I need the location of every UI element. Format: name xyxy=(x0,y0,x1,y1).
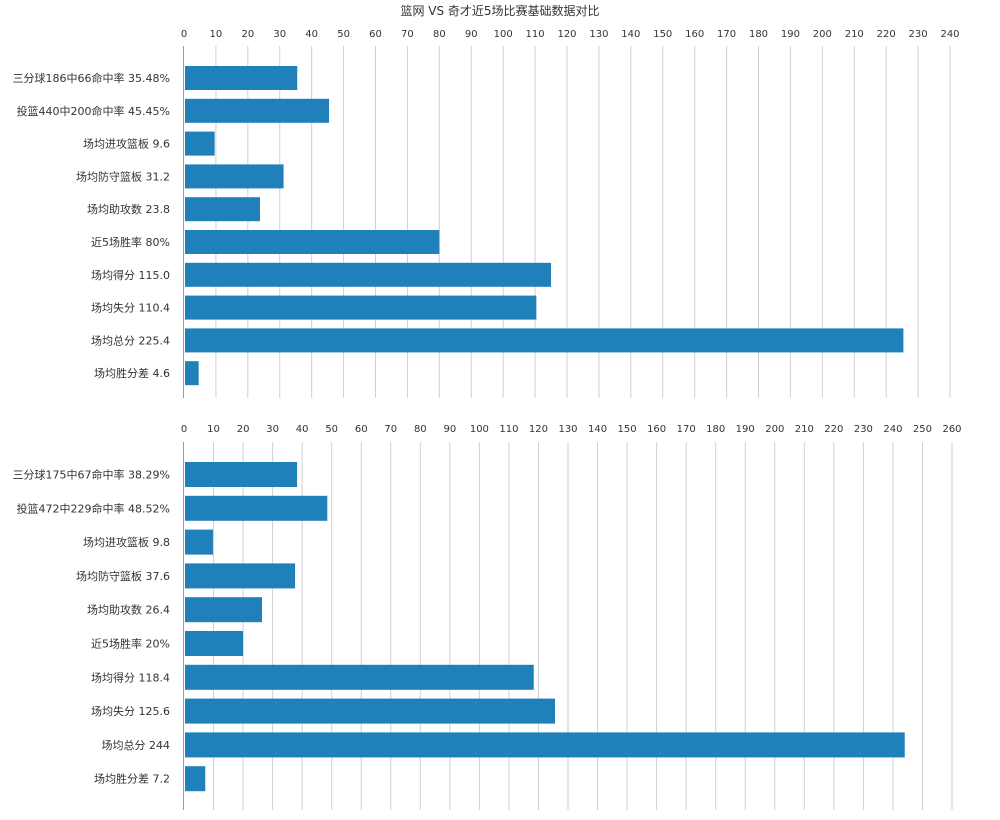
category-label: 场均防守篮板 31.2 xyxy=(76,169,170,183)
x-tick-label: 0 xyxy=(181,29,187,40)
category-label: 近5场胜率 80% xyxy=(91,235,170,249)
category-label: 场均总分 225.4 xyxy=(91,333,170,347)
x-tick-label: 190 xyxy=(736,424,755,435)
x-tick-label: 170 xyxy=(717,29,736,40)
bar[interactable] xyxy=(185,631,244,656)
category-label: 场均失分 110.4 xyxy=(91,301,170,315)
chart-title: 篮网 VS 奇才近5场比赛基础数据对比 xyxy=(400,4,600,18)
x-tick-label: 60 xyxy=(369,29,382,40)
bar[interactable] xyxy=(185,563,296,589)
x-tick-label: 260 xyxy=(942,424,961,435)
x-tick-label: 130 xyxy=(589,29,608,40)
category-label: 三分球175中67命中率 38.29% xyxy=(13,468,170,482)
chart-panel-2: 0 10 20 30 40 50 60 70 80 90 100 110 120 130 140 150 160… xyxy=(13,424,962,810)
x-tick-label: 60 xyxy=(355,424,368,435)
x-tick-label: 90 xyxy=(443,424,456,435)
x-tick-label: 160 xyxy=(647,424,666,435)
bar[interactable] xyxy=(185,131,215,156)
bar[interactable] xyxy=(185,66,298,90)
x-tick-label: 220 xyxy=(877,29,896,40)
bar[interactable] xyxy=(185,698,556,724)
x-tick-label: 110 xyxy=(499,424,518,435)
x-tick-label: 20 xyxy=(241,29,254,40)
x-tick-label: 190 xyxy=(781,29,800,40)
x-tick-label: 240 xyxy=(883,424,902,435)
x-tick-label: 210 xyxy=(795,424,814,435)
bar[interactable] xyxy=(185,766,206,792)
bar[interactable] xyxy=(185,197,260,222)
x-tick-label: 210 xyxy=(845,29,864,40)
category-label: 投篮472中229命中率 48.52% xyxy=(17,501,170,515)
category-label: 场均失分 125.6 xyxy=(91,704,170,718)
bar[interactable] xyxy=(185,262,552,287)
category-label: 场均助攻数 26.4 xyxy=(87,603,170,617)
x-tick-label: 70 xyxy=(384,424,397,435)
category-label: 投篮440中200命中率 45.45% xyxy=(17,104,170,118)
x-tick-label: 40 xyxy=(296,424,309,435)
bar[interactable] xyxy=(185,328,904,353)
x-tick-label: 70 xyxy=(401,29,414,40)
bar[interactable] xyxy=(185,732,905,758)
x-tick-label: 10 xyxy=(207,424,220,435)
x-tick-label: 50 xyxy=(325,424,338,435)
category-label: 场均进攻篮板 9.6 xyxy=(83,137,170,151)
x-tick-label: 50 xyxy=(337,29,350,40)
chart-panel-1: 0 10 20 30 40 50 60 70 80 90 100 110 120 130 140 150 160… xyxy=(13,29,960,398)
bar[interactable] xyxy=(185,529,213,555)
bar[interactable] xyxy=(185,230,440,254)
x-tick-label: 130 xyxy=(558,424,577,435)
x-tick-label: 250 xyxy=(913,424,932,435)
x-tick-label: 140 xyxy=(621,29,640,40)
x-tick-label: 0 xyxy=(181,424,187,435)
x-tick-label: 90 xyxy=(465,29,478,40)
x-tick-label: 200 xyxy=(765,424,784,435)
x-tick-label: 30 xyxy=(273,29,286,40)
x-tick-label: 180 xyxy=(749,29,768,40)
x-tick-label: 150 xyxy=(618,424,637,435)
category-label: 场均助攻数 23.8 xyxy=(87,202,170,216)
category-label: 场均总分 244 xyxy=(102,738,171,752)
category-label: 场均得分 115.0 xyxy=(91,268,170,282)
x-tick-label: 180 xyxy=(706,424,725,435)
x-tick-label: 220 xyxy=(824,424,843,435)
category-label: 三分球186中66命中率 35.48% xyxy=(13,71,170,85)
bar[interactable] xyxy=(185,98,330,123)
x-tick-label: 150 xyxy=(653,29,672,40)
x-tick-label: 170 xyxy=(677,424,696,435)
x-tick-label: 80 xyxy=(414,424,427,435)
x-tick-label: 20 xyxy=(237,424,250,435)
category-label: 场均得分 118.4 xyxy=(91,670,170,684)
category-label: 场均胜分差 7.2 xyxy=(94,772,170,786)
bar[interactable] xyxy=(185,295,537,320)
x-tick-label: 40 xyxy=(305,29,318,40)
x-tick-label: 30 xyxy=(266,424,279,435)
bar[interactable] xyxy=(185,361,199,386)
category-label: 场均胜分差 4.6 xyxy=(94,366,170,380)
x-tick-label: 120 xyxy=(557,29,576,40)
x-tick-label: 10 xyxy=(210,29,223,40)
category-label: 场均进攻篮板 9.8 xyxy=(83,535,170,549)
x-tick-label: 230 xyxy=(909,29,928,40)
x-tick-label: 230 xyxy=(854,424,873,435)
category-label: 场均防守篮板 37.6 xyxy=(76,569,170,583)
x-tick-label: 200 xyxy=(813,29,832,40)
bar[interactable] xyxy=(185,164,284,189)
x-tick-label: 100 xyxy=(494,29,513,40)
bar[interactable] xyxy=(185,664,534,690)
bar[interactable] xyxy=(185,495,328,521)
x-tick-label: 240 xyxy=(940,29,959,40)
x-tick-label: 160 xyxy=(685,29,704,40)
category-label: 近5场胜率 20% xyxy=(91,637,170,651)
x-tick-label: 120 xyxy=(529,424,548,435)
x-tick-label: 110 xyxy=(526,29,545,40)
bar[interactable] xyxy=(185,597,262,623)
x-tick-label: 80 xyxy=(433,29,446,40)
x-tick-label: 140 xyxy=(588,424,607,435)
x-tick-label: 100 xyxy=(470,424,489,435)
bar[interactable] xyxy=(185,462,298,487)
